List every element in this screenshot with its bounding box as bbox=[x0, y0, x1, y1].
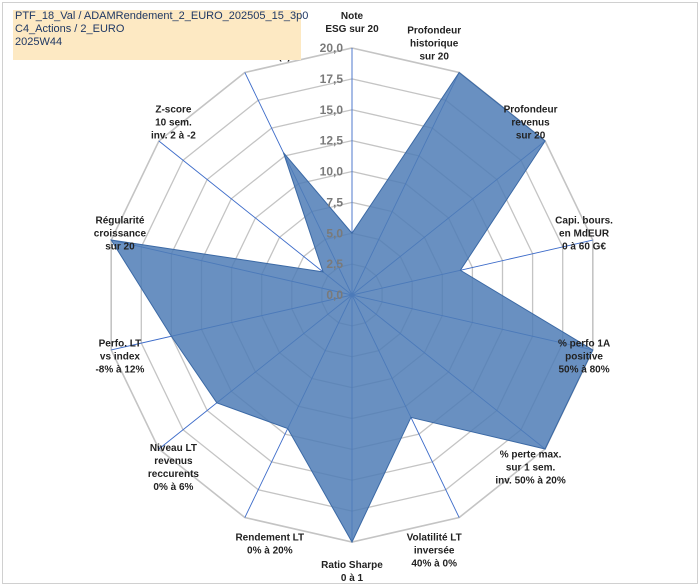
tick-label: 17,5 bbox=[320, 72, 344, 86]
axis-label: Perfo. LT vs index -8% à 12% bbox=[95, 339, 144, 376]
axis-label: Capi. bours. en MdEUR 0 à 60 G€ bbox=[555, 215, 613, 252]
chart-title-line-3: 2025W44 bbox=[15, 36, 63, 48]
chart-title-line-2: C4_Actions / 2_EURO bbox=[15, 23, 125, 35]
tick-label: 15,0 bbox=[320, 103, 344, 117]
axis-label: % perte max. sur 1 sem. inv. 50% à 20% bbox=[495, 450, 566, 487]
tick-label: 2,5 bbox=[326, 257, 343, 271]
axis-label: Profondeur revenus sur 20 bbox=[504, 104, 558, 141]
tick-label: 12,5 bbox=[320, 134, 344, 148]
tick-label: 0,0 bbox=[326, 288, 343, 302]
chart-title-box: PTF_18_Val / ADAMRendement_2_EURO_202505… bbox=[13, 10, 309, 60]
axis-label: Profondeur historique sur 20 bbox=[407, 25, 461, 62]
radar-series bbox=[110, 71, 594, 544]
axis-spoke bbox=[158, 140, 353, 296]
axis-label: % perfo 1A positive 50% à 80% bbox=[558, 339, 610, 376]
axis-label: Rendement LT 0% à 20% bbox=[235, 533, 304, 557]
axis-label: Volatilité LT inversée 40% à 0% bbox=[407, 533, 462, 570]
axis-label: Note ESG sur 20 bbox=[325, 11, 379, 35]
axis-label: Niveau LT revenus reccurents 0% à 6% bbox=[148, 443, 200, 493]
tick-label: 10,0 bbox=[320, 165, 344, 179]
tick-label: 5,0 bbox=[326, 226, 343, 240]
axis-label: Z-score 10 sem. inv. 2 à -2 bbox=[151, 104, 196, 141]
axis-label: Régularité croissance sur 20 bbox=[94, 215, 147, 252]
axis-label: Ratio Sharpe 0 à 1 bbox=[321, 560, 383, 584]
tick-label: 20,0 bbox=[320, 41, 344, 55]
radial-ticks: 0,0 2,5 5,0 7,5 10,0 12,5 15,0 17,5 20,0 bbox=[320, 41, 344, 302]
tick-label: 7,5 bbox=[326, 195, 343, 209]
chart-title-line-1: PTF_18_Val / ADAMRendement_2_EURO_202505… bbox=[15, 10, 309, 22]
series-area bbox=[110, 71, 594, 544]
